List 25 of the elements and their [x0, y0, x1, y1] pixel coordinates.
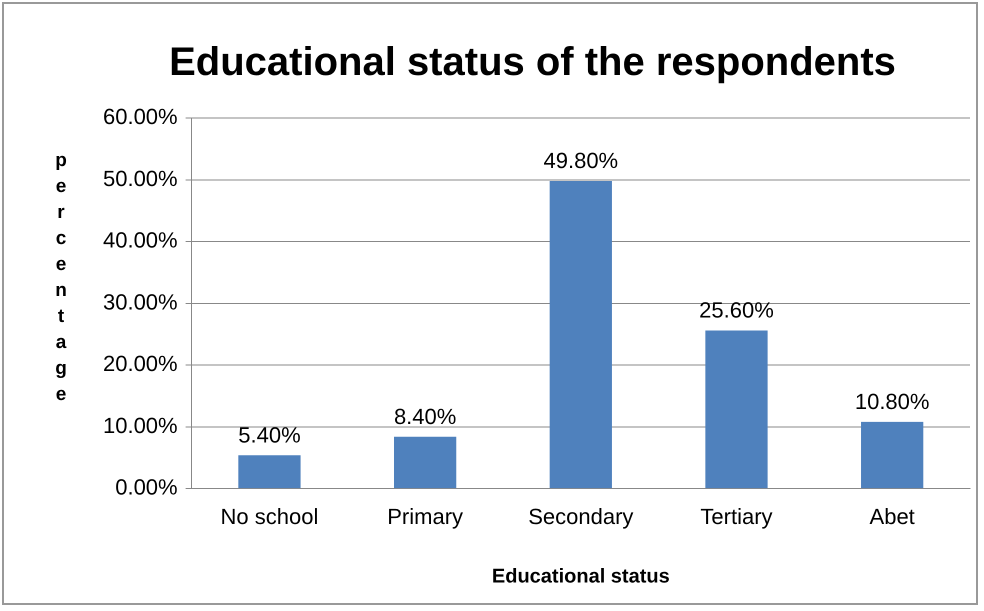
data-label: 49.80% [543, 148, 618, 174]
bar [394, 436, 456, 488]
bar [861, 422, 924, 488]
data-label: 8.40% [394, 404, 456, 429]
x-axis-title: Educational status [492, 566, 670, 588]
data-label: 25.60% [699, 298, 774, 323]
x-tick-label: Secondary [528, 504, 634, 529]
x-tick-label: No school [220, 504, 318, 529]
y-tick-label: 30.00% [102, 289, 178, 314]
data-label: 5.40% [238, 422, 301, 448]
y-tick-label: 60.00% [102, 104, 178, 130]
y-tick-label: 0.00% [115, 474, 178, 500]
x-tick-label: Abet [870, 504, 915, 529]
chart-title: Educational status of the respondents [169, 40, 896, 84]
y-tick-label: 10.00% [102, 412, 178, 438]
y-tick-label: 40.00% [102, 228, 178, 253]
x-tick-label: Tertiary [700, 504, 773, 529]
y-tick-label: 50.00% [102, 166, 178, 191]
text: percentage [55, 150, 67, 405]
x-tick-label: Primary [387, 504, 464, 529]
y-tick-label: 20.00% [102, 351, 178, 376]
bar [705, 330, 768, 488]
data-label: 10.80% [854, 388, 930, 414]
bar [238, 455, 301, 488]
bar [550, 181, 612, 488]
